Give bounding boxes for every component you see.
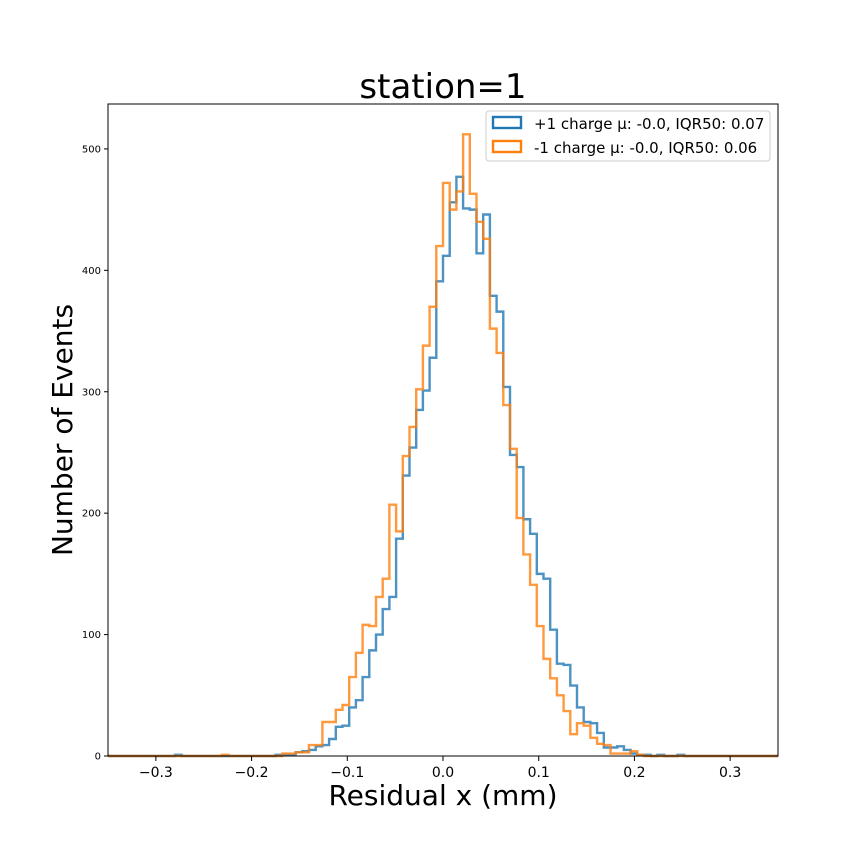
legend-label-series-1: +1 charge μ: -0.0, IQR50: 0.07 [534,115,764,133]
x-tick-label: −0.3 [139,765,173,781]
x-axis-label: Residual x (mm) [328,779,557,812]
x-tick-label: 0.2 [623,765,645,781]
x-axis: −0.3 −0.2 −0.1 0.0 0.1 0.2 0.3 [139,756,741,781]
chart-title: station=1 [359,67,526,107]
y-axis-label: Number of Events [46,304,79,556]
legend-label-series-2: -1 charge μ: -0.0, IQR50: 0.06 [534,139,757,157]
legend-swatch-series-2 [491,139,523,154]
y-tick-label: 400 [82,266,101,277]
legend-swatch-series-1 [491,115,523,130]
y-tick-label: 200 [82,509,101,520]
y-axis: 0 100 200 300 400 500 [82,144,108,763]
x-tick-label: 0.0 [432,765,454,781]
y-tick-label: 300 [82,387,101,398]
x-tick-label: 0.3 [719,765,741,781]
plot-area [107,103,779,758]
y-tick-label: 100 [82,630,101,641]
y-tick-label: 500 [82,144,101,155]
x-tick-label: −0.1 [330,765,364,781]
x-tick-label: −0.2 [235,765,269,781]
x-tick-label: 0.1 [528,765,550,781]
y-tick-label: 0 [95,752,101,763]
legend-box [485,110,771,162]
legend: +1 charge μ: -0.0, IQR50: 0.07 -1 charge… [485,110,771,162]
